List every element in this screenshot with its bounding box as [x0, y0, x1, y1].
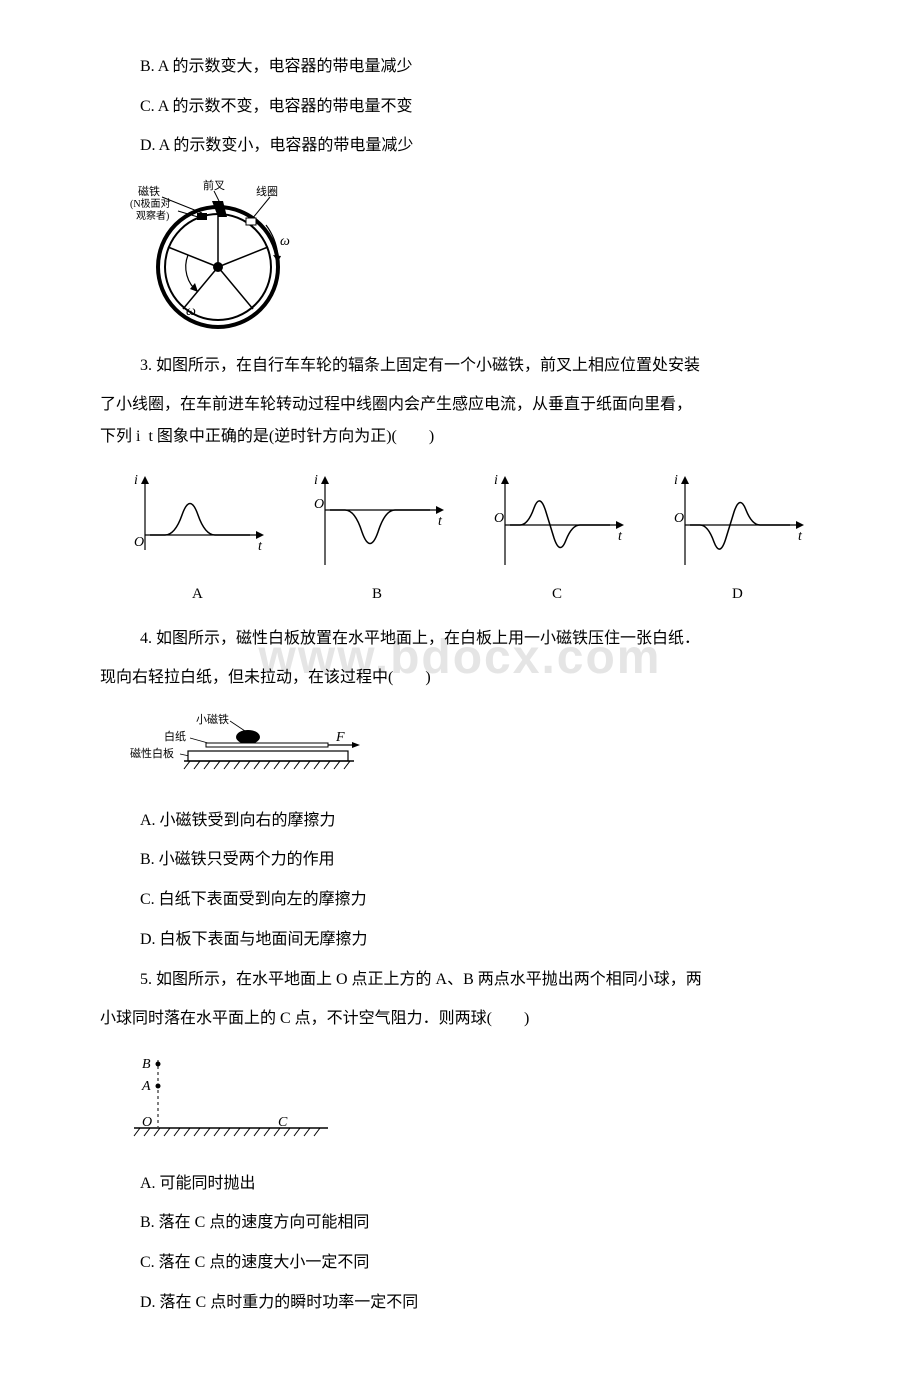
q5-text: 5. 如图所示，在水平地面上 O 点正上方的 A、B 两点水平抛出两个相同小球，…	[100, 966, 820, 1034]
label-fork: 前叉	[203, 178, 225, 192]
svg-text:i: i	[494, 473, 498, 488]
ground-hatch	[184, 761, 350, 769]
graph-d: i t O D	[674, 473, 804, 602]
svg-text:O: O	[134, 535, 144, 550]
label-note2: 观察者)	[136, 209, 169, 222]
svg-text:t: t	[258, 539, 263, 554]
svg-text:i: i	[134, 473, 138, 488]
label-magnet: 磁铁	[138, 185, 160, 198]
q4-option-c: C. 白纸下表面受到向左的摩擦力	[140, 887, 820, 913]
q4-option-d: D. 白板下表面与地面间无摩擦力	[140, 927, 820, 953]
svg-text:t: t	[618, 529, 623, 544]
wheel-figure: 磁铁 前叉 线圈 (N极面对 观察者)	[128, 177, 820, 342]
q3-line1: 3. 如图所示，在自行车车轮的辐条上固定有一个小磁铁，前叉上相应位置处安装	[100, 352, 820, 381]
q2-option-c: C. A 的示数不变，电容器的带电量不变	[140, 94, 820, 120]
q4-label-magnet: 小磁铁	[196, 713, 229, 726]
graph-a: i t O A	[134, 473, 264, 602]
omega-bottom: ω	[186, 304, 196, 319]
svg-text:C: C	[552, 586, 562, 602]
svg-text:i: i	[674, 473, 678, 488]
graph-b: i t O B	[314, 473, 444, 602]
q4-label-force: F	[335, 730, 345, 745]
q3-line2: 了小线圈，在车前进车轮转动过程中线圈内会产生感应电流，从垂直于纸面向里看，	[100, 391, 820, 420]
q4-line1: 4. 如图所示，磁性白板放置在水平地面上，在白板上用一小磁铁压住一张白纸．	[100, 625, 820, 654]
q5-option-b: B. 落在 C 点的速度方向可能相同	[140, 1210, 820, 1236]
svg-text:t: t	[798, 529, 803, 544]
svg-text:A: A	[192, 586, 203, 602]
q5-line2: 小球同时落在水平面上的 C 点，不计空气阻力．则两球( )	[100, 1005, 820, 1034]
svg-text:O: O	[314, 497, 324, 512]
q5-line1: 5. 如图所示，在水平地面上 O 点正上方的 A、B 两点水平抛出两个相同小球，…	[100, 966, 820, 995]
q2-option-d: D. A 的示数变小，电容器的带电量减少	[140, 133, 820, 159]
q5-label-a: A	[141, 1079, 151, 1094]
omega-right: ω	[280, 234, 290, 249]
q5-option-a: A. 可能同时抛出	[140, 1171, 820, 1197]
q5-option-c: C. 落在 C 点的速度大小一定不同	[140, 1250, 820, 1276]
graph-c: i t O C	[494, 473, 624, 602]
svg-text:B: B	[372, 586, 382, 602]
q4-text: 4. 如图所示，磁性白板放置在水平地面上，在白板上用一小磁铁压住一张白纸． 现向…	[100, 625, 820, 693]
q3-graphs: i t O A i t O B	[110, 470, 820, 615]
svg-text:D: D	[732, 586, 743, 602]
q3-line3: 下列 i t 图象中正确的是(逆时针方向为正)( )	[100, 423, 820, 452]
q4-label-board: 磁性白板	[130, 746, 174, 760]
q4-option-a: A. 小磁铁受到向右的摩擦力	[140, 808, 820, 834]
q4-label-paper: 白纸	[164, 729, 186, 743]
q5-label-b: B	[142, 1057, 151, 1072]
q5-option-d: D. 落在 C 点时重力的瞬时功率一定不同	[140, 1290, 820, 1316]
q2-option-b: B. A 的示数变大，电容器的带电量减少	[140, 54, 820, 80]
svg-text:O: O	[674, 511, 684, 526]
q4-option-b: B. 小磁铁只受两个力的作用	[140, 847, 820, 873]
svg-text:O: O	[494, 511, 504, 526]
page-content: B. A 的示数变大，电容器的带电量减少 C. A 的示数不变，电容器的带电量不…	[100, 54, 820, 1315]
q4-line2: 现向右轻拉白纸，但未拉动，在该过程中( )	[100, 664, 820, 693]
q5-ground-hatch	[134, 1128, 320, 1136]
svg-text:i: i	[314, 473, 318, 488]
label-note1: (N极面对	[130, 197, 171, 210]
svg-text:t: t	[438, 514, 443, 529]
label-coil: 线圈	[256, 184, 278, 198]
q5-figure: B A O C	[128, 1052, 820, 1157]
q3-text: 3. 如图所示，在自行车车轮的辐条上固定有一个小磁铁，前叉上相应位置处安装 了小…	[100, 352, 820, 452]
q4-figure: 小磁铁 白纸 磁性白板 F	[128, 711, 820, 794]
